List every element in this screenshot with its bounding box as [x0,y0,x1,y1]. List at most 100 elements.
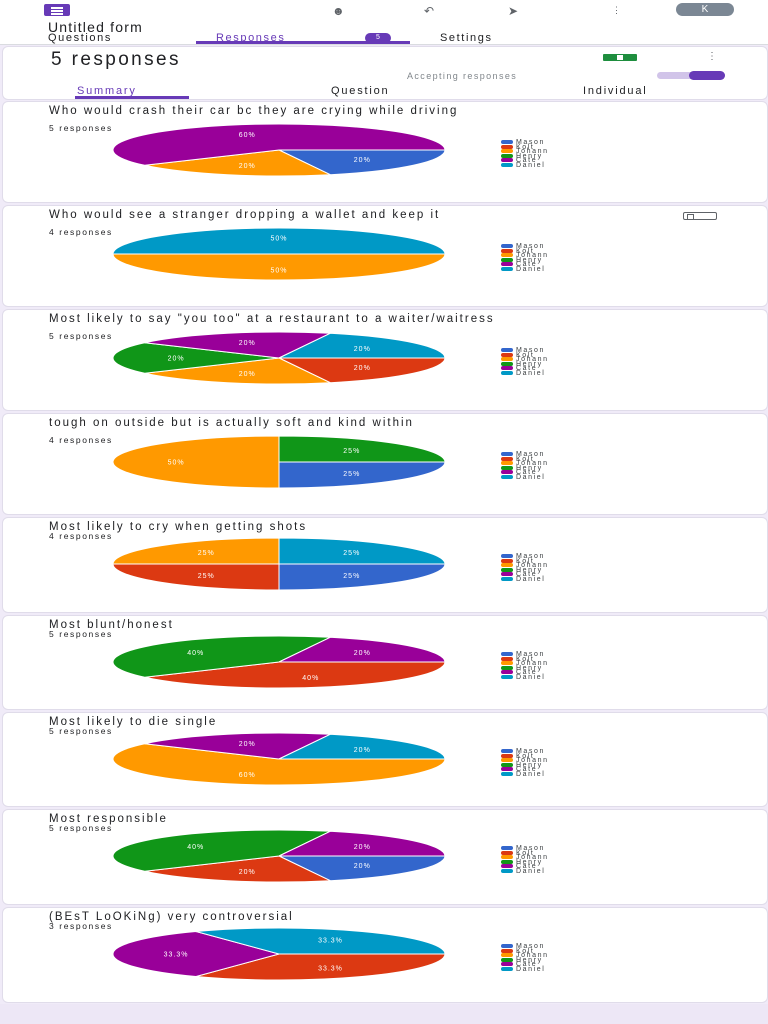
legend-item[interactable]: Kolt [501,947,549,954]
legend-item[interactable]: Henry [501,665,549,672]
legend-item[interactable]: Mason [501,243,549,250]
palette-icon[interactable]: ☻ [332,4,345,18]
legend-item[interactable]: Daniel [501,771,549,778]
legend-item[interactable]: Kolt [501,455,549,462]
copy-chart-icon[interactable] [683,212,717,220]
legend-item[interactable]: Johann [501,148,549,155]
legend-item[interactable]: Kolt [501,247,549,254]
pie-slice[interactable] [278,149,446,176]
pie-slice[interactable] [112,227,446,255]
legend-item[interactable]: Cate [501,157,549,164]
pie-slice[interactable] [112,743,446,786]
legend-item[interactable]: Henry [501,153,549,160]
pie-slice[interactable] [112,123,446,166]
forms-logo-icon[interactable] [44,4,70,16]
legend-item[interactable]: Daniel [501,868,549,875]
legend-item[interactable]: Johann [501,854,549,861]
pie-slice[interactable] [112,342,280,374]
pie-slice[interactable] [278,733,446,760]
pie-slice[interactable] [278,461,446,489]
link-to-sheets-icon[interactable] [603,54,637,61]
pie-slice[interactable] [278,563,446,591]
legend-item[interactable]: Cate [501,766,549,773]
pie-slice[interactable] [112,435,280,489]
legend-item[interactable]: Johann [501,660,549,667]
pie-slice[interactable] [278,855,446,882]
legend-item[interactable]: Johann [501,252,549,259]
pie-slice[interactable] [112,635,331,678]
legend-item[interactable]: Johann [501,757,549,764]
legend-item[interactable]: Daniel [501,474,549,481]
legend-item[interactable]: Daniel [501,266,549,273]
legend-item[interactable]: Johann [501,952,549,959]
legend-item[interactable]: Henry [501,957,549,964]
legend-item[interactable]: Johann [501,562,549,569]
pie-slice[interactable] [144,357,331,385]
pie-slice[interactable] [112,253,446,281]
pie-slice[interactable] [195,927,446,955]
pie-slice[interactable] [144,331,331,359]
legend-item[interactable]: Henry [501,465,549,472]
pie-slice[interactable] [278,357,446,384]
legend-item[interactable]: Henry [501,257,549,264]
legend-item[interactable]: Mason [501,451,549,458]
legend-item[interactable]: Henry [501,361,549,368]
legend-item[interactable]: Kolt [501,143,549,150]
legend-item[interactable]: Daniel [501,162,549,169]
legend-item[interactable]: Mason [501,943,549,950]
pie-slice[interactable] [278,537,446,565]
pie-slice[interactable] [144,661,446,689]
legend-item[interactable]: Cate [501,571,549,578]
subtab-summary[interactable]: Summary [77,85,137,97]
pie-slice[interactable] [195,953,446,981]
legend-item[interactable]: Kolt [501,351,549,358]
legend-item[interactable]: Cate [501,863,549,870]
pie-slice[interactable] [112,537,280,565]
pie-slice[interactable] [144,149,331,177]
tab-questions[interactable]: Questions [48,32,112,44]
legend-item[interactable]: Henry [501,567,549,574]
legend-item[interactable]: Cate [501,365,549,372]
legend-item[interactable]: Mason [501,651,549,658]
legend-item[interactable]: Mason [501,845,549,852]
form-title[interactable]: Untitled form [48,19,143,35]
tab-settings[interactable]: Settings [440,32,493,44]
legend-item[interactable]: Cate [501,669,549,676]
send-icon[interactable]: ➤ [508,4,519,18]
legend-item[interactable]: Daniel [501,966,549,973]
pie-slice[interactable] [144,732,331,760]
pie-slice[interactable] [278,636,446,663]
subtab-question[interactable]: Question [331,85,390,97]
pie-slice[interactable] [112,930,281,978]
legend-item[interactable]: Mason [501,553,549,560]
legend-item[interactable]: Daniel [501,576,549,583]
legend-item[interactable]: Mason [501,347,549,354]
pie-slice[interactable] [278,332,446,359]
pie-slice[interactable] [112,563,280,591]
legend-item[interactable]: Daniel [501,370,549,377]
legend-item[interactable]: Cate [501,261,549,268]
more-options-icon[interactable]: ⋮ [707,51,717,62]
legend-item[interactable]: Mason [501,748,549,755]
legend-item[interactable]: Johann [501,356,549,363]
legend-item[interactable]: Cate [501,961,549,968]
account-avatar[interactable]: K [676,3,734,16]
accepting-responses-toggle[interactable] [657,71,725,80]
undo-icon[interactable]: ↶ [424,4,435,18]
legend-item[interactable]: Henry [501,859,549,866]
pie-slice[interactable] [112,829,331,872]
legend-item[interactable]: Kolt [501,557,549,564]
pie-slice[interactable] [144,855,331,883]
legend-item[interactable]: Kolt [501,849,549,856]
legend-item[interactable]: Henry [501,762,549,769]
legend-item[interactable]: Johann [501,460,549,467]
legend-item[interactable]: Kolt [501,752,549,759]
pie-slice[interactable] [278,830,446,857]
more-vert-icon[interactable]: ⋮ [612,5,621,15]
legend-item[interactable]: Mason [501,139,549,146]
subtab-individual[interactable]: Individual [583,85,648,97]
legend-item[interactable]: Daniel [501,674,549,681]
legend-item[interactable]: Kolt [501,655,549,662]
pie-slice[interactable] [278,435,446,463]
legend-item[interactable]: Cate [501,469,549,476]
